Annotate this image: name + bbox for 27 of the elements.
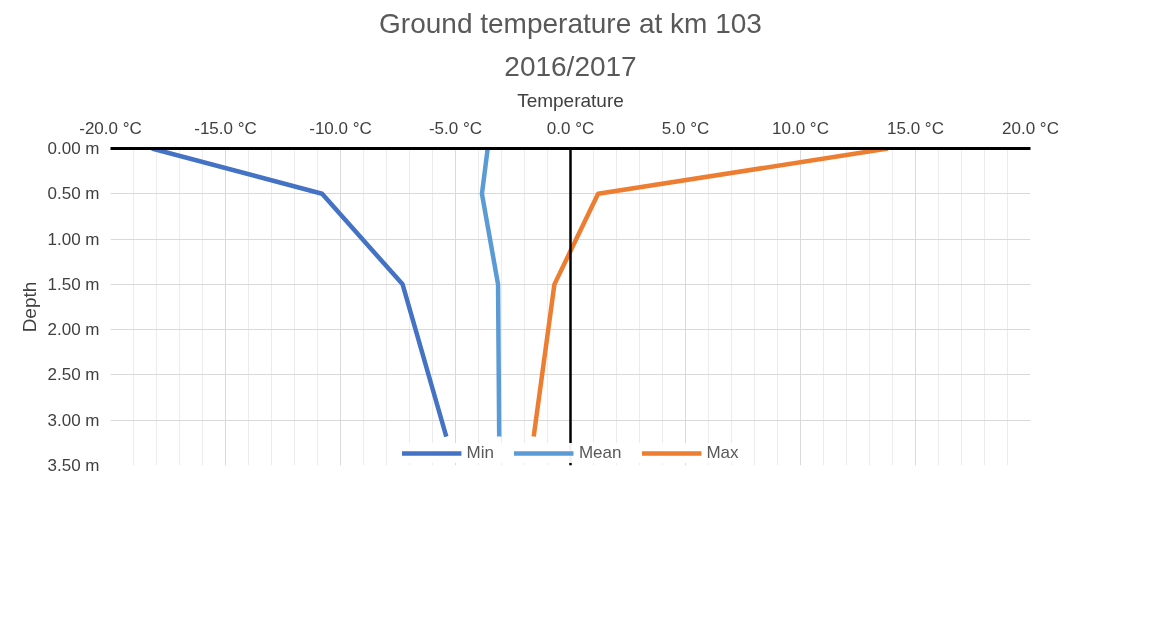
x-tick-label: -15.0 °C bbox=[194, 118, 257, 138]
chart-subtitle: 2016/2017 bbox=[504, 50, 637, 82]
y-axis-title: Depth bbox=[18, 281, 40, 333]
legend-label: Min bbox=[466, 443, 494, 463]
y-tick-label: 2.00 m bbox=[47, 320, 100, 340]
y-tick-label: 3.50 m bbox=[47, 456, 100, 475]
line-series bbox=[479, 148, 502, 439]
x-axis-title: Temperature bbox=[517, 89, 624, 111]
line-series bbox=[531, 148, 891, 439]
x-tick-label: 20.0 °C bbox=[1002, 118, 1059, 138]
x-tick-label: -20.0 °C bbox=[79, 118, 142, 138]
legend-label: Mean bbox=[578, 443, 622, 463]
x-tick-label: 5.0 °C bbox=[661, 118, 710, 138]
x-tick-label: 15.0 °C bbox=[887, 118, 944, 138]
legend-label: Max bbox=[706, 443, 739, 463]
y-tick-label: 1.50 m bbox=[47, 274, 100, 294]
x-tick-label: -10.0 °C bbox=[309, 118, 372, 138]
line-series bbox=[149, 148, 449, 439]
y-tick-label: 0.50 m bbox=[47, 184, 100, 204]
y-tick-label: 0.00 m bbox=[47, 139, 100, 158]
x-tick-label: -5.0 °C bbox=[428, 118, 483, 138]
y-tick-label: 2.50 m bbox=[47, 365, 100, 385]
chart-title: Ground temperature at km 103 bbox=[379, 7, 762, 39]
y-tick-label: 3.00 m bbox=[47, 410, 100, 430]
y-tick-label: 1.00 m bbox=[47, 229, 100, 249]
x-tick-label: 10.0 °C bbox=[772, 118, 829, 138]
x-tick-label: 0.0 °C bbox=[546, 118, 595, 138]
